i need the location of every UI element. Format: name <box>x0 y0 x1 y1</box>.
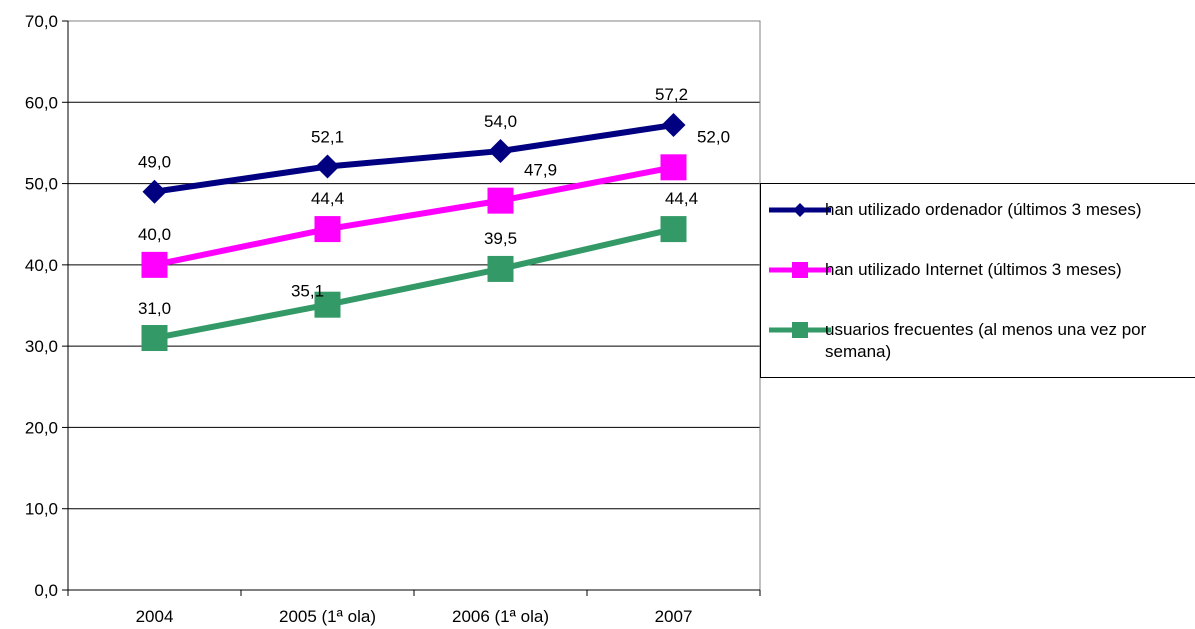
data-label: 57,2 <box>655 85 688 104</box>
data-point <box>141 251 168 278</box>
legend: han utilizado ordenador (últimos 3 meses… <box>760 183 1195 378</box>
data-point <box>141 325 168 352</box>
data-label: 31,0 <box>138 299 171 318</box>
x-tick-labels: 2004 2005 (1ª ola) 2006 (1ª ola) 2007 <box>136 607 693 626</box>
legend-marker-diamond-icon <box>769 203 831 217</box>
data-point <box>142 179 167 204</box>
series-line <box>153 226 675 341</box>
data-labels: 49,0 52,1 54,0 57,2 40,0 44,4 47,9 52,0 31,0 35,1… <box>138 85 730 318</box>
x-tick-label: 2005 (1ª ola) <box>279 607 376 626</box>
y-tick-label: 60,0 <box>25 93 58 112</box>
data-point <box>487 187 514 214</box>
legend-item-internet: han utilizado Internet (últimos 3 meses) <box>761 258 1195 318</box>
data-label: 54,0 <box>484 112 517 131</box>
x-tick-label: 2006 (1ª ola) <box>452 607 549 626</box>
axes <box>62 20 761 596</box>
data-label: 49,0 <box>138 153 171 172</box>
legend-label: han utilizado Internet (últimos 3 meses) <box>825 260 1122 279</box>
legend-label: usuarios frecuentes (al menos una vez po… <box>825 320 1147 361</box>
data-label: 35,1 <box>291 282 324 301</box>
legend-marker-square-icon <box>769 322 831 338</box>
data-point <box>660 216 687 243</box>
data-point <box>661 113 686 138</box>
y-tick-label: 0,0 <box>34 581 58 600</box>
series-line <box>154 122 674 195</box>
x-tick-label: 2007 <box>655 607 693 626</box>
data-point <box>487 255 514 282</box>
y-tick-label: 40,0 <box>25 256 58 275</box>
y-tick-label: 30,0 <box>25 337 58 356</box>
legend-item-ordenador: han utilizado ordenador (últimos 3 meses… <box>761 198 1195 258</box>
data-label: 52,1 <box>311 128 344 147</box>
data-point <box>488 139 513 164</box>
data-point <box>314 216 341 243</box>
data-label: 44,4 <box>311 189 344 208</box>
legend-label: han utilizado ordenador (últimos 3 meses… <box>825 200 1142 219</box>
series-line <box>153 164 675 268</box>
legend-item-frecuentes: usuarios frecuentes (al menos una vez po… <box>761 318 1195 378</box>
data-point <box>660 154 687 181</box>
legend-marker-square-icon <box>769 262 831 278</box>
y-tick-label: 10,0 <box>25 500 58 519</box>
data-label: 39,5 <box>484 229 517 248</box>
y-tick-label: 20,0 <box>25 418 58 437</box>
y-tick-label: 70,0 <box>25 12 58 31</box>
data-label: 40,0 <box>138 225 171 244</box>
data-label: 52,0 <box>697 127 730 146</box>
x-tick-label: 2004 <box>136 607 174 626</box>
data-label: 47,9 <box>524 161 557 180</box>
y-tick-labels: 0,0 10,0 20,0 30,0 40,0 50,0 60,0 70,0 <box>25 12 58 600</box>
y-tick-label: 50,0 <box>25 175 58 194</box>
series-group <box>141 113 687 352</box>
data-point <box>315 154 340 179</box>
data-label: 44,4 <box>665 189 698 208</box>
data-point <box>314 291 341 318</box>
plot-area <box>67 20 761 591</box>
